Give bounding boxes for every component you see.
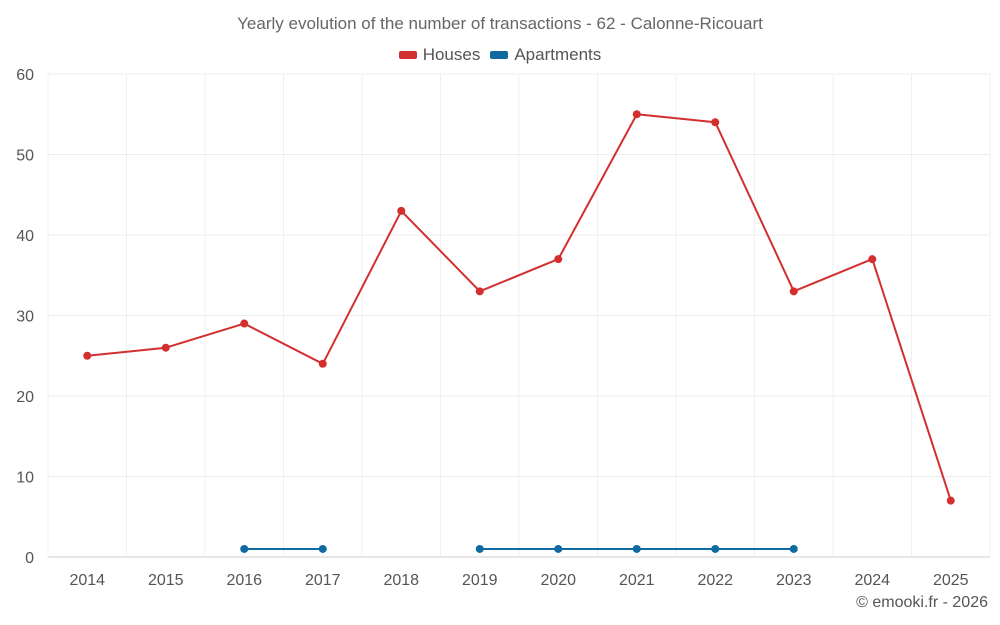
y-tick-label: 0 [25,550,34,567]
series-layer [83,110,955,553]
data-point-houses-2022[interactable] [711,118,720,127]
x-tick-label: 2022 [697,572,733,589]
legend: Houses Apartments [0,45,1000,65]
data-point-apartments-2021[interactable] [632,544,641,553]
legend-label-apartments: Apartments [514,45,602,64]
legend-label-houses: Houses [422,45,481,64]
x-tick-label: 2020 [540,572,576,589]
data-point-houses-2019[interactable] [475,287,484,296]
data-point-houses-2023[interactable] [789,287,798,296]
data-point-houses-2020[interactable] [554,255,563,264]
data-point-houses-2015[interactable] [161,343,170,352]
data-point-houses-2021[interactable] [632,110,641,119]
x-tick-label: 2023 [776,572,812,589]
y-tick-label: 40 [16,228,34,245]
data-point-houses-2014[interactable] [83,351,92,360]
y-tick-label: 60 [16,67,34,84]
y-tick-label: 10 [16,470,34,487]
data-point-apartments-2019[interactable] [475,544,484,553]
x-tick-label: 2014 [69,572,105,589]
y-tick-label: 50 [16,148,34,165]
data-point-apartments-2016[interactable] [240,544,249,553]
x-tick-label: 2018 [383,572,419,589]
y-axis: 0 10 20 30 40 50 60 [16,67,34,567]
x-axis: 2014 2015 2016 2017 2018 2019 2020 2021 2022 2023… [69,572,968,589]
y-tick-label: 30 [16,309,34,326]
legend-item-houses[interactable]: Houses [398,45,481,65]
data-point-houses-2016[interactable] [240,319,249,328]
data-point-houses-2025[interactable] [946,496,955,505]
data-point-apartments-2020[interactable] [554,544,563,553]
y-tick-label: 20 [16,389,34,406]
chart-title: Yearly evolution of the number of transa… [237,14,763,33]
gridlines [47,73,991,558]
data-point-houses-2018[interactable] [397,206,406,215]
copyright-notice: © emooki.fr - 2026 [856,594,988,611]
legend-item-apartments[interactable]: Apartments [490,45,601,65]
x-tick-label: 2015 [148,572,184,589]
x-tick-label: 2019 [462,572,498,589]
x-tick-label: 2016 [226,572,262,589]
data-point-apartments-2022[interactable] [711,544,720,553]
x-tick-label: 2017 [305,572,341,589]
data-point-houses-2017[interactable] [318,359,327,368]
data-point-apartments-2017[interactable] [318,544,327,553]
legend-swatch-houses [398,51,417,59]
legend-swatch-apartments [490,51,509,59]
data-point-apartments-2023[interactable] [789,544,798,553]
data-point-houses-2024[interactable] [868,255,877,264]
x-tick-label: 2021 [619,572,655,589]
x-tick-label: 2025 [933,572,969,589]
x-tick-label: 2024 [854,572,890,589]
series-line-houses [87,113,952,501]
